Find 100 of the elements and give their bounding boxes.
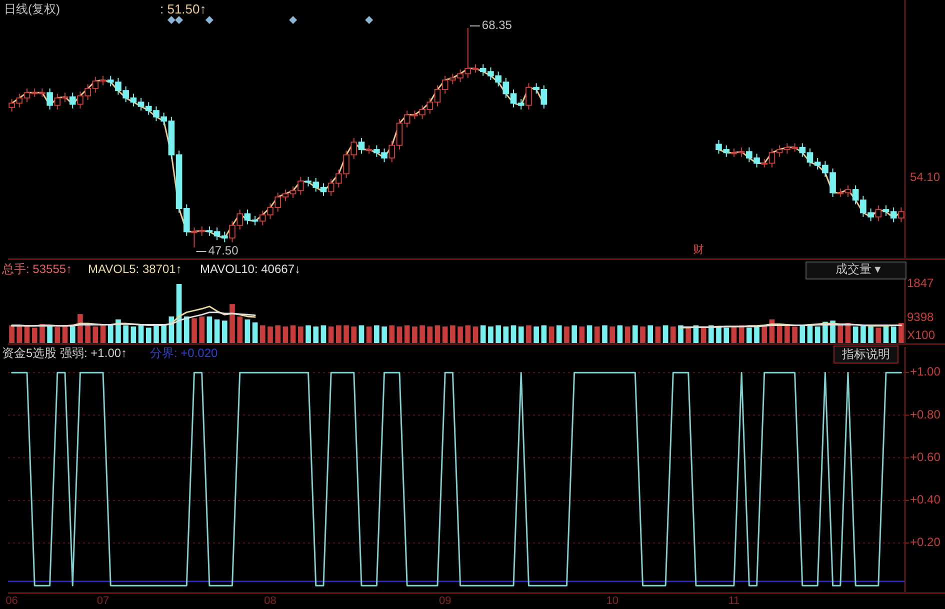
bar — [716, 326, 722, 343]
bar — [480, 325, 486, 343]
bar — [624, 326, 630, 343]
text: MAVOL10: 40667↓ — [200, 262, 301, 276]
bar — [138, 325, 144, 343]
bar — [450, 325, 456, 343]
y-tick-label: +0.40 — [910, 492, 941, 507]
bar — [32, 328, 38, 343]
annotation: 68.35 — [482, 18, 512, 32]
x-tick-label: 06 — [6, 594, 18, 607]
bar — [374, 325, 380, 343]
bar — [70, 326, 76, 343]
annotation: 财 — [693, 242, 704, 256]
bar — [389, 325, 395, 343]
bar — [336, 325, 342, 343]
bar — [534, 326, 539, 343]
bar — [579, 326, 585, 343]
bar — [586, 325, 592, 343]
bar — [602, 325, 608, 343]
candlestick — [526, 82, 532, 110]
bar — [731, 326, 737, 343]
y-tick-label: +0.60 — [910, 450, 941, 464]
bar — [78, 314, 83, 343]
bar — [328, 326, 334, 343]
bar — [564, 326, 570, 343]
bar — [420, 325, 425, 343]
candlestick — [358, 137, 365, 154]
text: 总手: 53555↑ — [1, 262, 72, 276]
bar — [662, 325, 668, 343]
bar — [784, 325, 790, 343]
bar — [268, 326, 273, 343]
bar — [161, 324, 166, 343]
bar — [852, 326, 858, 343]
bar — [9, 325, 14, 343]
bar — [282, 326, 288, 343]
bar — [518, 326, 524, 343]
text: 9398 — [907, 310, 934, 324]
annotation: 分界: +0.020 — [150, 346, 218, 360]
bar — [800, 325, 806, 343]
x-tick-label: 11 — [728, 594, 740, 607]
bar — [632, 325, 638, 343]
bar — [754, 326, 760, 343]
bar — [838, 325, 844, 343]
bar — [92, 326, 98, 343]
text: MAVOL5: 38701↑ — [88, 262, 182, 276]
bar — [860, 325, 866, 343]
bar — [290, 325, 296, 343]
annotation: 资金5选股 强弱: +1.00↑ — [2, 346, 128, 360]
bar — [510, 325, 516, 343]
bar — [792, 326, 798, 343]
bar — [488, 326, 494, 343]
bar — [108, 324, 114, 343]
bar — [762, 325, 768, 343]
x-tick-label: 07 — [96, 594, 110, 607]
bar — [640, 326, 646, 343]
bar — [617, 325, 623, 343]
bar — [541, 325, 547, 343]
bar — [320, 325, 326, 343]
bar — [222, 320, 228, 343]
bar — [244, 319, 250, 343]
candlestick — [69, 92, 76, 109]
bar — [572, 325, 577, 343]
bar — [306, 325, 311, 343]
bar — [100, 325, 106, 343]
bar — [85, 325, 90, 343]
bar — [192, 318, 197, 343]
bar — [358, 325, 364, 343]
bar — [214, 319, 220, 343]
chart-title: 日线(复权) — [4, 2, 60, 16]
bar — [898, 322, 904, 343]
annotation: 指标说明 — [841, 347, 890, 362]
bar — [890, 326, 896, 343]
bar — [503, 326, 509, 343]
x-tick-label: 10 — [606, 594, 618, 607]
bar — [47, 325, 52, 343]
bar — [54, 327, 60, 343]
bar — [412, 326, 418, 343]
bar — [655, 326, 661, 343]
bar — [427, 326, 433, 343]
bar — [396, 326, 402, 343]
bar — [724, 328, 730, 343]
bar — [123, 325, 128, 343]
bar — [206, 316, 212, 343]
bar — [313, 326, 319, 343]
bar — [366, 326, 372, 343]
bar — [678, 325, 684, 343]
annotation: 47.50 — [208, 244, 239, 258]
bar — [526, 325, 532, 343]
bar — [610, 326, 615, 343]
bar — [199, 316, 205, 343]
x-tick-label: 08 — [264, 594, 276, 607]
bar — [382, 326, 387, 343]
bar — [670, 326, 676, 343]
candlestick — [898, 206, 904, 223]
bar — [237, 316, 243, 343]
bar — [496, 325, 501, 343]
bar — [154, 325, 159, 343]
y-tick-label: +0.20 — [910, 535, 941, 550]
text: 54.10 — [910, 170, 940, 184]
bar — [252, 322, 258, 343]
